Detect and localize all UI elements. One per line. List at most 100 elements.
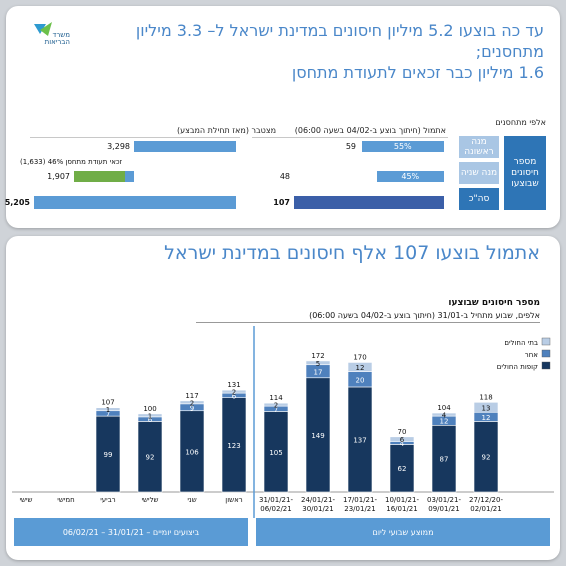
bar-data-label: 7 bbox=[106, 410, 110, 418]
cumulative-bar-first bbox=[134, 141, 236, 152]
legend-swatch bbox=[541, 361, 551, 370]
x-tick-label: רביעי bbox=[100, 496, 116, 504]
cumulative-value-total: 5,205 bbox=[4, 198, 30, 207]
bar-data-label: 7 bbox=[274, 406, 278, 414]
footer-daily: ביצועים יומיים – 31/01/21 – 06/02/21 bbox=[14, 518, 248, 546]
bar-data-label: 1 bbox=[148, 412, 152, 420]
bar-data-label: 92 bbox=[146, 454, 155, 462]
bar-data-label: 5 bbox=[316, 360, 320, 368]
bar-segment bbox=[347, 362, 373, 372]
x-tick-label: 30/01/21 bbox=[302, 505, 333, 513]
bar-segment bbox=[221, 397, 247, 493]
bar-data-label: 99 bbox=[104, 451, 113, 459]
yesterday-pct-first: 55% bbox=[393, 142, 412, 151]
bar-total-label: 114 bbox=[269, 394, 283, 402]
bar-data-label: 2 bbox=[274, 402, 278, 410]
bar-data-label: 4 bbox=[400, 440, 405, 448]
yesterday-value-first: 59 bbox=[345, 142, 356, 151]
bar-data-label: 123 bbox=[227, 442, 240, 450]
bar-segment bbox=[221, 389, 247, 394]
cumulative-header: מצטבר (מאז תחילת המבצע) bbox=[176, 126, 276, 135]
row-label-first-dose: מנה ראשונה bbox=[459, 136, 499, 158]
bar-total-label: 131 bbox=[227, 381, 240, 389]
x-tick-label: 23/01/21 bbox=[344, 505, 375, 513]
bar-total-label: 107 bbox=[101, 399, 114, 407]
legend-swatch bbox=[541, 349, 551, 358]
legend-label: קופות החולים bbox=[497, 363, 538, 371]
bar-data-label: 2 bbox=[190, 399, 194, 407]
row-label-second-dose: מנה שניה bbox=[459, 162, 499, 184]
eligible-certificate-segment bbox=[74, 171, 126, 182]
bar-data-label: 92 bbox=[482, 454, 491, 462]
bar-data-label: 87 bbox=[440, 456, 449, 464]
yesterday-bar-total bbox=[294, 196, 444, 209]
bar-total-label: 70 bbox=[398, 428, 407, 436]
chart-card: אתמול בוצעו 107 אלף חיסונים במדינת ישראל… bbox=[6, 236, 560, 560]
certificate-note: (1,633) 46% זכאי תעודת מתחסן bbox=[19, 158, 122, 166]
row-label-total: סה"כ bbox=[459, 188, 499, 210]
bar-segment bbox=[179, 410, 205, 493]
bar-data-label: 1 bbox=[106, 406, 110, 414]
x-tick-label: 16/01/21 bbox=[386, 505, 417, 513]
bar-data-label: 12 bbox=[482, 414, 491, 422]
yesterday-bar-second: 45% bbox=[376, 171, 444, 182]
x-tick-label: 31/01/21- bbox=[259, 496, 293, 504]
x-tick-label: 09/01/21 bbox=[428, 505, 459, 513]
stacked-bar-chart: 92121311827/12/20-02/01/218712410403/01/… bbox=[12, 326, 554, 518]
x-tick-label: 27/12/20- bbox=[469, 496, 503, 504]
bar-segment bbox=[95, 407, 121, 412]
bar-segment bbox=[473, 402, 499, 413]
bar-data-label: 12 bbox=[440, 418, 449, 426]
yesterday-pct-second: 45% bbox=[401, 172, 420, 181]
bar-data-label: 137 bbox=[353, 436, 366, 444]
x-tick-label: חמישי bbox=[57, 496, 74, 504]
bar-data-label: 17 bbox=[314, 368, 323, 376]
logo-text: משרד הבריאות bbox=[44, 31, 70, 46]
bar-total-label: 104 bbox=[437, 404, 451, 412]
yesterday-value-second: 48 bbox=[279, 172, 290, 181]
cumulative-value-second: 1,907 bbox=[47, 172, 70, 181]
bar-total-label: 118 bbox=[479, 393, 492, 401]
bar-data-label: 6 bbox=[400, 436, 405, 444]
chart-title: מספר חיסונים שבוצעו bbox=[448, 298, 540, 308]
section-title: אתמול בוצעו 107 אלף חיסונים במדינת ישראל bbox=[164, 242, 540, 264]
summary-card: משרד הבריאות עד כה בוצעו 5.2 מיליון חיסו… bbox=[5, 6, 560, 228]
x-tick-label: 03/01/21- bbox=[427, 496, 461, 504]
yesterday-bar-first: 55% bbox=[361, 141, 444, 152]
bar-data-label: 62 bbox=[398, 465, 407, 473]
headline-line-2: 1.6 מיליון כבר זכאים לתעודת מתחסן bbox=[291, 63, 544, 82]
x-tick-label: 24/01/21- bbox=[301, 496, 335, 504]
divider bbox=[252, 137, 448, 138]
bar-total-label: 100 bbox=[143, 405, 156, 413]
headline-line-1: עד כה בוצעו 5.2 מיליון חיסונים במדינת יש… bbox=[135, 21, 544, 61]
bar-data-label: 20 bbox=[356, 376, 365, 384]
x-tick-label: 17/01/21- bbox=[343, 496, 377, 504]
footer-weekly: ממוצע שבועי ליום bbox=[256, 518, 550, 546]
cumulative-value-first: 3,298 bbox=[107, 142, 130, 151]
bar-data-label: 4 bbox=[442, 412, 447, 420]
bar-segment bbox=[473, 421, 499, 493]
subtitle-underline bbox=[196, 322, 540, 323]
yesterday-value-total: 107 bbox=[273, 198, 290, 207]
bar-total-label: 172 bbox=[311, 352, 324, 360]
ministry-logo: משרד הבריאות bbox=[30, 20, 70, 48]
bar-data-label: 6 bbox=[232, 392, 237, 400]
legend-label: אחר bbox=[525, 351, 539, 359]
x-tick-label: 02/01/21 bbox=[470, 505, 501, 513]
bar-data-label: 12 bbox=[356, 364, 365, 372]
chart-subtitle: אלפים, שבוע מתחיל ב-31/01 (חיתוך בוצע ב-… bbox=[309, 311, 540, 320]
bar-segment bbox=[179, 400, 205, 405]
vaccinations-label: מספר חיסונים שבוצעו bbox=[504, 136, 546, 210]
cumulative-bar-total bbox=[34, 196, 236, 209]
bar-segment bbox=[305, 360, 331, 366]
bar-data-label: 9 bbox=[190, 404, 194, 412]
bar-total-label: 117 bbox=[185, 392, 198, 400]
divider bbox=[30, 137, 240, 138]
x-tick-label: שני bbox=[187, 496, 196, 504]
legend-label: בתי החולים bbox=[504, 339, 538, 347]
bar-data-label: 149 bbox=[311, 432, 324, 440]
bar-segment bbox=[347, 386, 373, 493]
yesterday-header: אתמול (חיתוך בוצע ב-04/02 בשעה 06:00) bbox=[294, 126, 446, 135]
bar-segment bbox=[305, 377, 331, 493]
cumulative-bar-second bbox=[74, 171, 134, 182]
